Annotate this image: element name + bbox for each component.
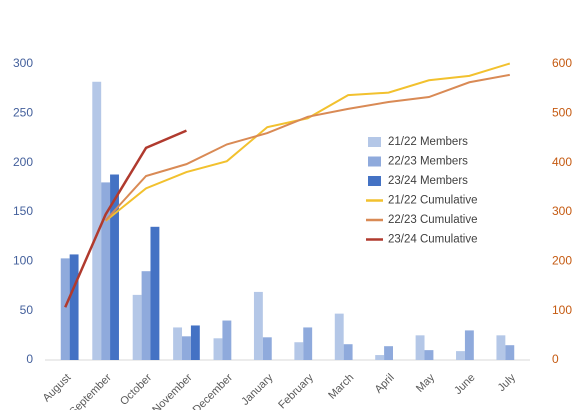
bar: [92, 81, 102, 360]
line: [64, 129, 187, 308]
legend-swatch: [368, 176, 381, 186]
legend-label: 22/23 Cumulative: [388, 214, 478, 226]
bar: [182, 336, 191, 360]
bar: [132, 294, 142, 360]
x-tick-label: September: [67, 371, 114, 410]
y-tick-label: 50: [20, 303, 34, 317]
bar: [262, 337, 272, 360]
bar: [253, 291, 263, 360]
x-tick-label: July: [496, 371, 519, 394]
x-tick-label: October: [118, 371, 154, 407]
x-tick-label: March: [326, 372, 356, 402]
y-tick-label: 150: [13, 204, 33, 218]
x-tick-label: August: [41, 372, 74, 405]
legend-label: 22/23 Members: [388, 156, 468, 168]
bar: [141, 271, 151, 360]
line: [104, 73, 510, 222]
legend-swatch: [368, 156, 381, 167]
x-tick-label: May: [414, 371, 438, 395]
bar: [384, 346, 393, 360]
x-tick-label: November: [150, 371, 195, 410]
bar: [456, 351, 465, 360]
legend-label: 21/22 Cumulative: [388, 195, 478, 207]
bar: [190, 325, 200, 360]
bar: [60, 258, 70, 360]
y2-tick-label: 500: [552, 106, 572, 120]
bar: [69, 254, 79, 360]
y2-tick-label: 200: [552, 254, 572, 268]
line: [104, 62, 511, 222]
y-tick-label: 300: [13, 56, 33, 70]
bar: [294, 342, 304, 360]
bar: [464, 330, 474, 360]
y2-tick-label: 0: [552, 352, 559, 366]
x-tick-label: January: [239, 371, 276, 408]
legend-label: 23/24 Members: [388, 175, 468, 187]
y2-tick-label: 600: [552, 56, 572, 70]
bar: [110, 174, 119, 360]
x-tick-label: April: [373, 372, 397, 396]
bar: [415, 335, 425, 360]
bar: [505, 345, 515, 360]
y-tick-label: 0: [26, 352, 33, 366]
bar: [101, 182, 111, 360]
legend-swatch: [368, 137, 381, 147]
x-tick-label: February: [276, 371, 316, 410]
bar: [150, 226, 160, 360]
legend-label: 23/24 Cumulative: [388, 234, 478, 246]
legend-label: 21/22 Members: [388, 136, 468, 148]
y-tick-label: 250: [13, 106, 33, 120]
y2-tick-label: 300: [552, 204, 572, 218]
x-tick-label: June: [452, 372, 477, 397]
bar: [343, 344, 353, 360]
bar: [173, 327, 183, 360]
bar: [424, 350, 434, 360]
bar: [375, 355, 385, 360]
x-tick-label: December: [191, 371, 236, 410]
y2-tick-label: 100: [552, 303, 572, 317]
bar: [334, 313, 344, 360]
y2-tick-label: 400: [552, 155, 572, 169]
y-tick-label: 100: [13, 254, 33, 268]
bar: [496, 335, 506, 360]
bar: [222, 320, 232, 360]
y-tick-label: 200: [13, 155, 33, 169]
bar: [303, 327, 313, 360]
bar: [213, 338, 223, 360]
